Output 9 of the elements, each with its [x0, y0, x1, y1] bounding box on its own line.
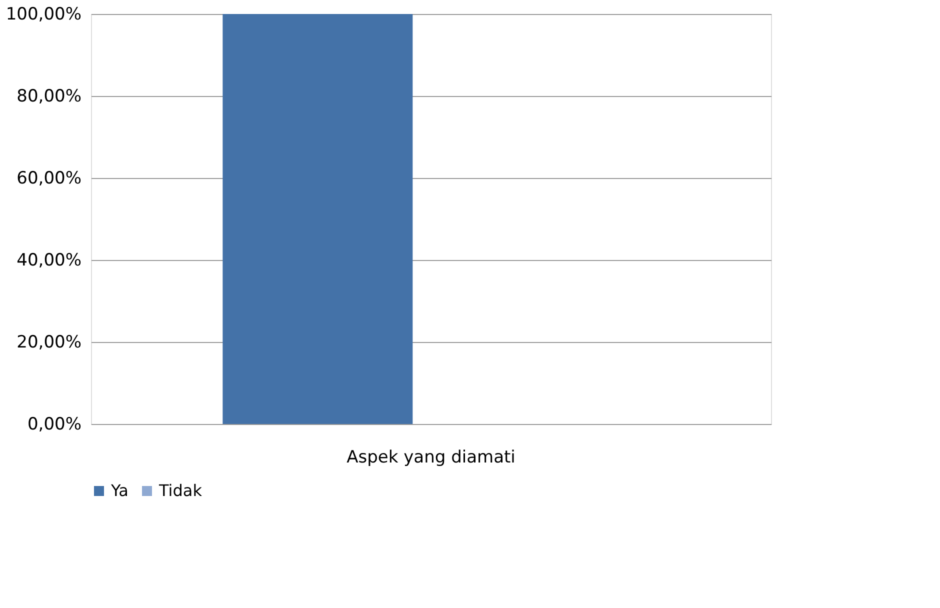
y-tick-label: 0,00% [27, 414, 82, 434]
y-tick-label: 20,00% [16, 332, 82, 352]
y-tick-label: 80,00% [16, 86, 82, 106]
y-tick-label: 60,00% [16, 168, 82, 188]
y-tick-label: 40,00% [16, 250, 82, 270]
legend-label: Ya [110, 481, 128, 500]
y-tick-label: 100,00% [6, 4, 82, 24]
legend-label: Tidak [158, 481, 203, 500]
x-tick-label: Aspek yang diamati [346, 448, 516, 468]
